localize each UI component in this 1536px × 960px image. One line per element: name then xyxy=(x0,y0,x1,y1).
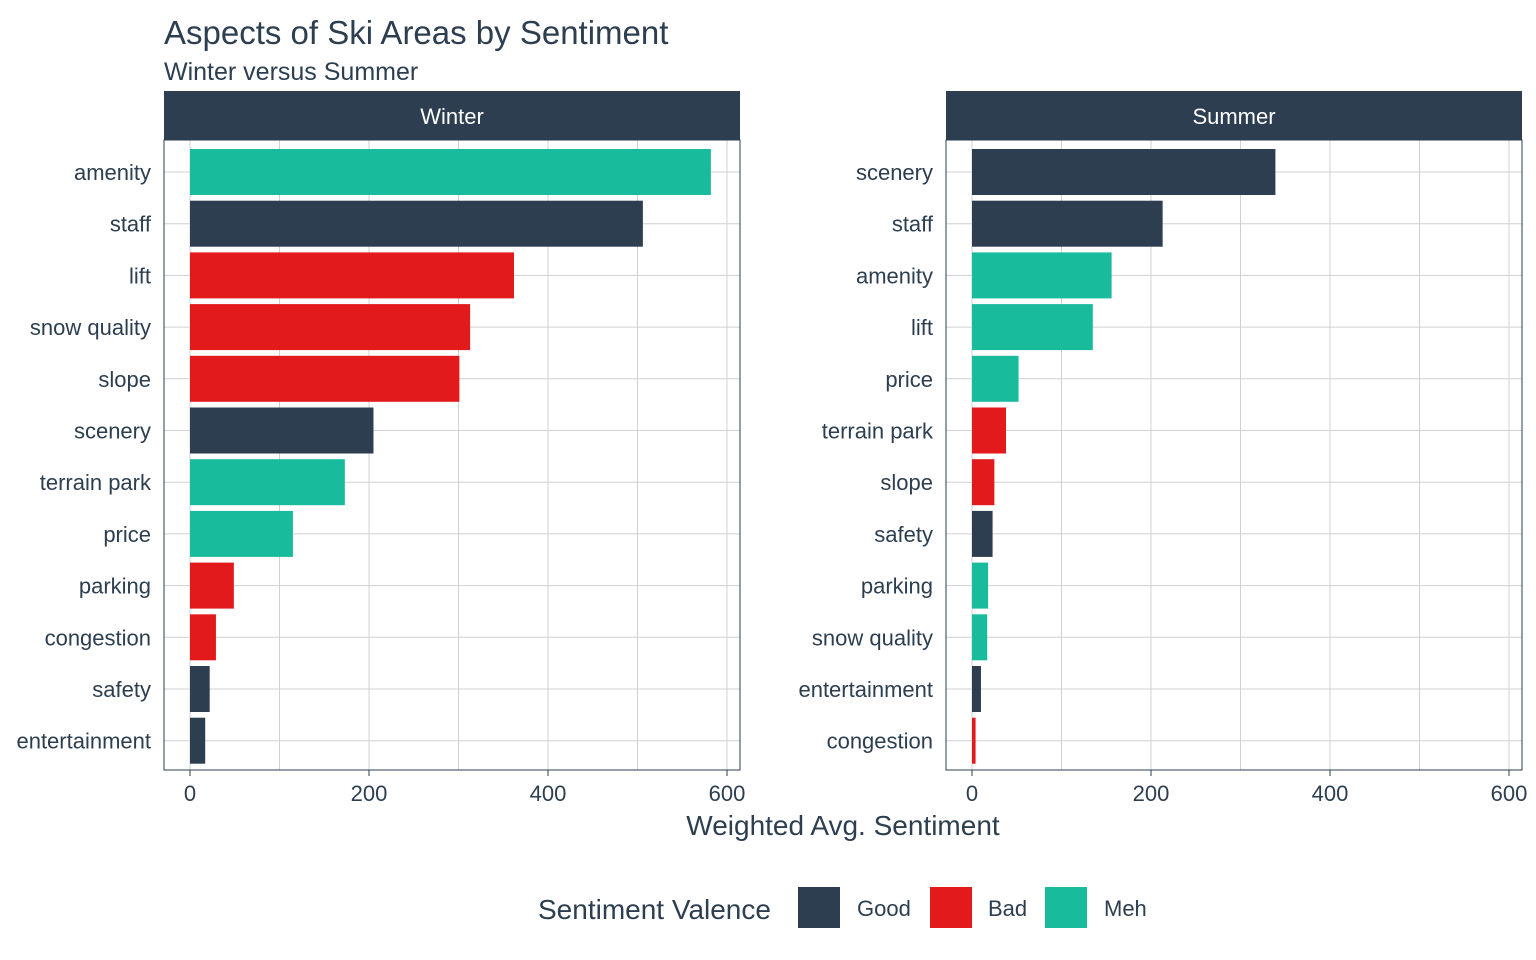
strip-label: Summer xyxy=(1192,104,1275,129)
bar xyxy=(190,200,643,247)
bar xyxy=(190,666,210,712)
category-label: entertainment xyxy=(798,677,933,702)
bar xyxy=(190,562,234,609)
x-tick-label: 200 xyxy=(351,781,388,806)
category-label: lift xyxy=(911,315,933,340)
bar xyxy=(190,304,471,351)
bar xyxy=(190,510,293,557)
bar xyxy=(190,459,345,506)
chart-subtitle: Winter versus Summer xyxy=(164,58,418,86)
strip-label: Winter xyxy=(420,104,484,129)
legend-key-meh xyxy=(1045,887,1087,928)
bar xyxy=(972,200,1163,247)
category-label: parking xyxy=(861,574,933,599)
bar xyxy=(190,614,216,661)
category-label: lift xyxy=(129,263,151,288)
legend-key-bad xyxy=(930,887,972,928)
category-label: scenery xyxy=(856,160,933,185)
category-label: safety xyxy=(874,522,933,547)
bar xyxy=(972,407,1007,454)
x-tick-label: 0 xyxy=(184,781,196,806)
x-tick-label: 400 xyxy=(1312,781,1349,806)
strip-winter xyxy=(164,91,740,140)
category-label: staff xyxy=(892,212,934,237)
bar xyxy=(972,252,1112,299)
chart-title: Aspects of Ski Areas by Sentiment xyxy=(164,14,668,51)
category-label: safety xyxy=(92,677,151,702)
category-label: entertainment xyxy=(16,729,151,754)
bar xyxy=(972,717,976,764)
category-label: amenity xyxy=(74,160,151,185)
bar xyxy=(190,355,460,402)
legend: Sentiment Valence Good Bad Meh xyxy=(538,887,1147,928)
panel-border xyxy=(945,139,1523,771)
bar xyxy=(190,717,206,764)
category-label: slope xyxy=(880,470,933,495)
panel-border xyxy=(163,139,741,771)
bar xyxy=(190,252,514,299)
bar xyxy=(972,355,1019,402)
legend-label-good: Good xyxy=(857,896,911,921)
panel-winter: Winter amenity staff lift snow quality slope s… xyxy=(16,91,745,806)
category-label: terrain park xyxy=(40,470,152,495)
bar xyxy=(972,304,1093,351)
category-label: price xyxy=(103,522,151,547)
category-label: terrain park xyxy=(822,419,934,444)
x-tick-label: 200 xyxy=(1133,781,1170,806)
panel-summer: Summer scenery staff amenity lift price terrai… xyxy=(798,91,1527,806)
legend-label-meh: Meh xyxy=(1104,896,1147,921)
legend-title: Sentiment Valence xyxy=(538,894,771,925)
category-label: congestion xyxy=(827,729,933,754)
category-label: snow quality xyxy=(30,315,151,340)
category-label: scenery xyxy=(74,419,151,444)
bar xyxy=(972,510,993,557)
x-tick-label: 600 xyxy=(709,781,746,806)
legend-label-bad: Bad xyxy=(988,896,1027,921)
bar xyxy=(972,666,981,712)
bar xyxy=(190,149,711,195)
category-label: price xyxy=(885,367,933,392)
strip-summer xyxy=(946,91,1522,140)
category-label: staff xyxy=(110,212,152,237)
category-label: congestion xyxy=(45,625,151,650)
bar xyxy=(972,614,988,661)
x-tick-label: 600 xyxy=(1491,781,1528,806)
panels: Winter amenity staff lift snow quality slope s… xyxy=(16,91,1527,806)
legend-key-good xyxy=(798,887,840,928)
bar xyxy=(190,407,374,454)
category-label: amenity xyxy=(856,263,933,288)
bar xyxy=(972,562,989,609)
bar xyxy=(972,149,1276,195)
category-label: parking xyxy=(79,574,151,599)
category-label: slope xyxy=(98,367,151,392)
x-axis-title: Weighted Avg. Sentiment xyxy=(686,810,1000,841)
category-label: snow quality xyxy=(812,625,933,650)
bar xyxy=(972,459,995,506)
x-tick-label: 400 xyxy=(530,781,567,806)
x-tick-label: 0 xyxy=(966,781,978,806)
